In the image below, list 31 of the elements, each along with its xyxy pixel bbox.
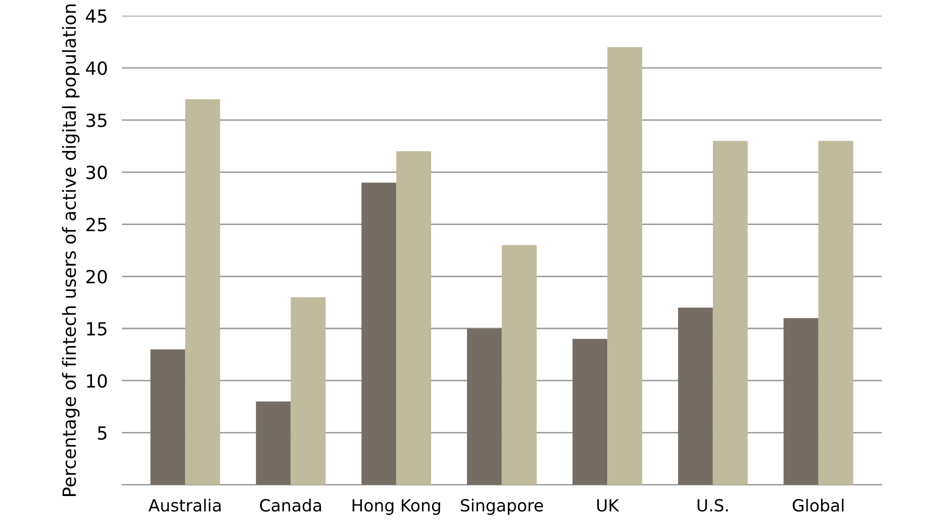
- bar: [150, 349, 186, 485]
- x-tick-label: Canada: [260, 498, 321, 512]
- y-tick-label: 30: [86, 166, 107, 180]
- y-tick-label: 20: [86, 270, 107, 284]
- x-tick-label: Singapore: [460, 498, 543, 515]
- x-tick-label: UK: [597, 499, 620, 512]
- bar: [572, 338, 608, 485]
- bar: [467, 328, 502, 485]
- bar: [502, 245, 537, 485]
- bar: [185, 99, 220, 485]
- y-tick-label: 15: [87, 322, 106, 336]
- bar: [678, 308, 713, 485]
- y-axis-title: Percentage of fintech users of active digital population: [62, 4, 80, 496]
- bar: [396, 151, 432, 485]
- x-tick-label: Global: [792, 498, 844, 512]
- x-tick-label: Australia: [148, 498, 221, 512]
- y-tick-label: 45: [86, 10, 106, 23]
- bar: [784, 318, 818, 485]
- x-tick-label: U.S.: [698, 499, 728, 512]
- bar: [290, 297, 326, 485]
- bar: [361, 182, 396, 485]
- x-tick-label: Hong Kong: [352, 499, 440, 515]
- y-tick-label: 10: [87, 374, 107, 388]
- y-tick-label: 35: [86, 114, 106, 128]
- bar: [712, 140, 748, 485]
- y-tick-label: 25: [86, 218, 106, 232]
- bar: [256, 401, 291, 485]
- y-tick-label: 40: [86, 61, 107, 76]
- bar: [607, 47, 642, 485]
- bar: [818, 140, 854, 485]
- y-tick-label: 5: [98, 426, 106, 440]
